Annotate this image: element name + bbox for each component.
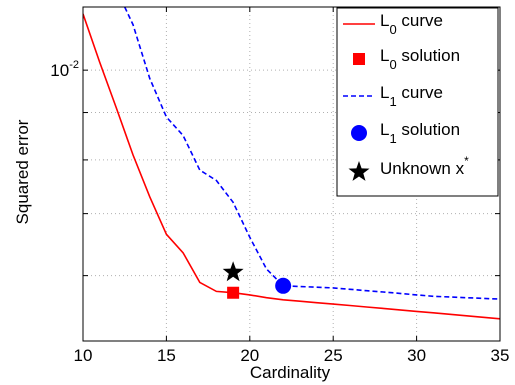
legend-label: L0 curve: [380, 11, 443, 37]
legend: L0 curve L0 solution L1 curve L1 solution Un…: [336, 7, 499, 197]
marker-l1-solution: [275, 277, 292, 294]
grid: [83, 7, 500, 341]
legend-label: L1 solution: [380, 120, 460, 146]
legend-label: L1 curve: [380, 83, 443, 109]
x-tick-label: 20: [240, 346, 259, 365]
x-axis-label: Cardinality: [250, 363, 331, 382]
axes-box: [82, 6, 501, 342]
legend-symbol-l0-solution: [353, 53, 365, 65]
marker-l0-solution: [227, 286, 240, 299]
axes: 10 15 20 25 30 35 10-2: [50, 6, 510, 365]
y-axis-label: Squared error: [13, 119, 32, 224]
x-tick-label: 15: [157, 346, 176, 365]
x-tick-label: 10: [74, 346, 93, 365]
legend-label: Unknown x*: [380, 154, 469, 178]
plot-area: [83, 7, 500, 320]
legend-box: [336, 7, 499, 197]
legend-symbol-l1-solution: [351, 125, 367, 141]
legend-symbol-unknown-x: [348, 161, 370, 181]
x-tick-label: 35: [491, 346, 510, 365]
x-tick-label: 25: [324, 346, 343, 365]
marker-unknown-x: [222, 261, 244, 282]
y-tick-label: 10-2: [50, 59, 79, 80]
series-line-l-1-curve: [123, 7, 500, 300]
series-line-l-0-curve: [83, 13, 500, 320]
legend-label: L0 solution: [380, 46, 460, 72]
x-tick-label: 30: [407, 346, 426, 365]
